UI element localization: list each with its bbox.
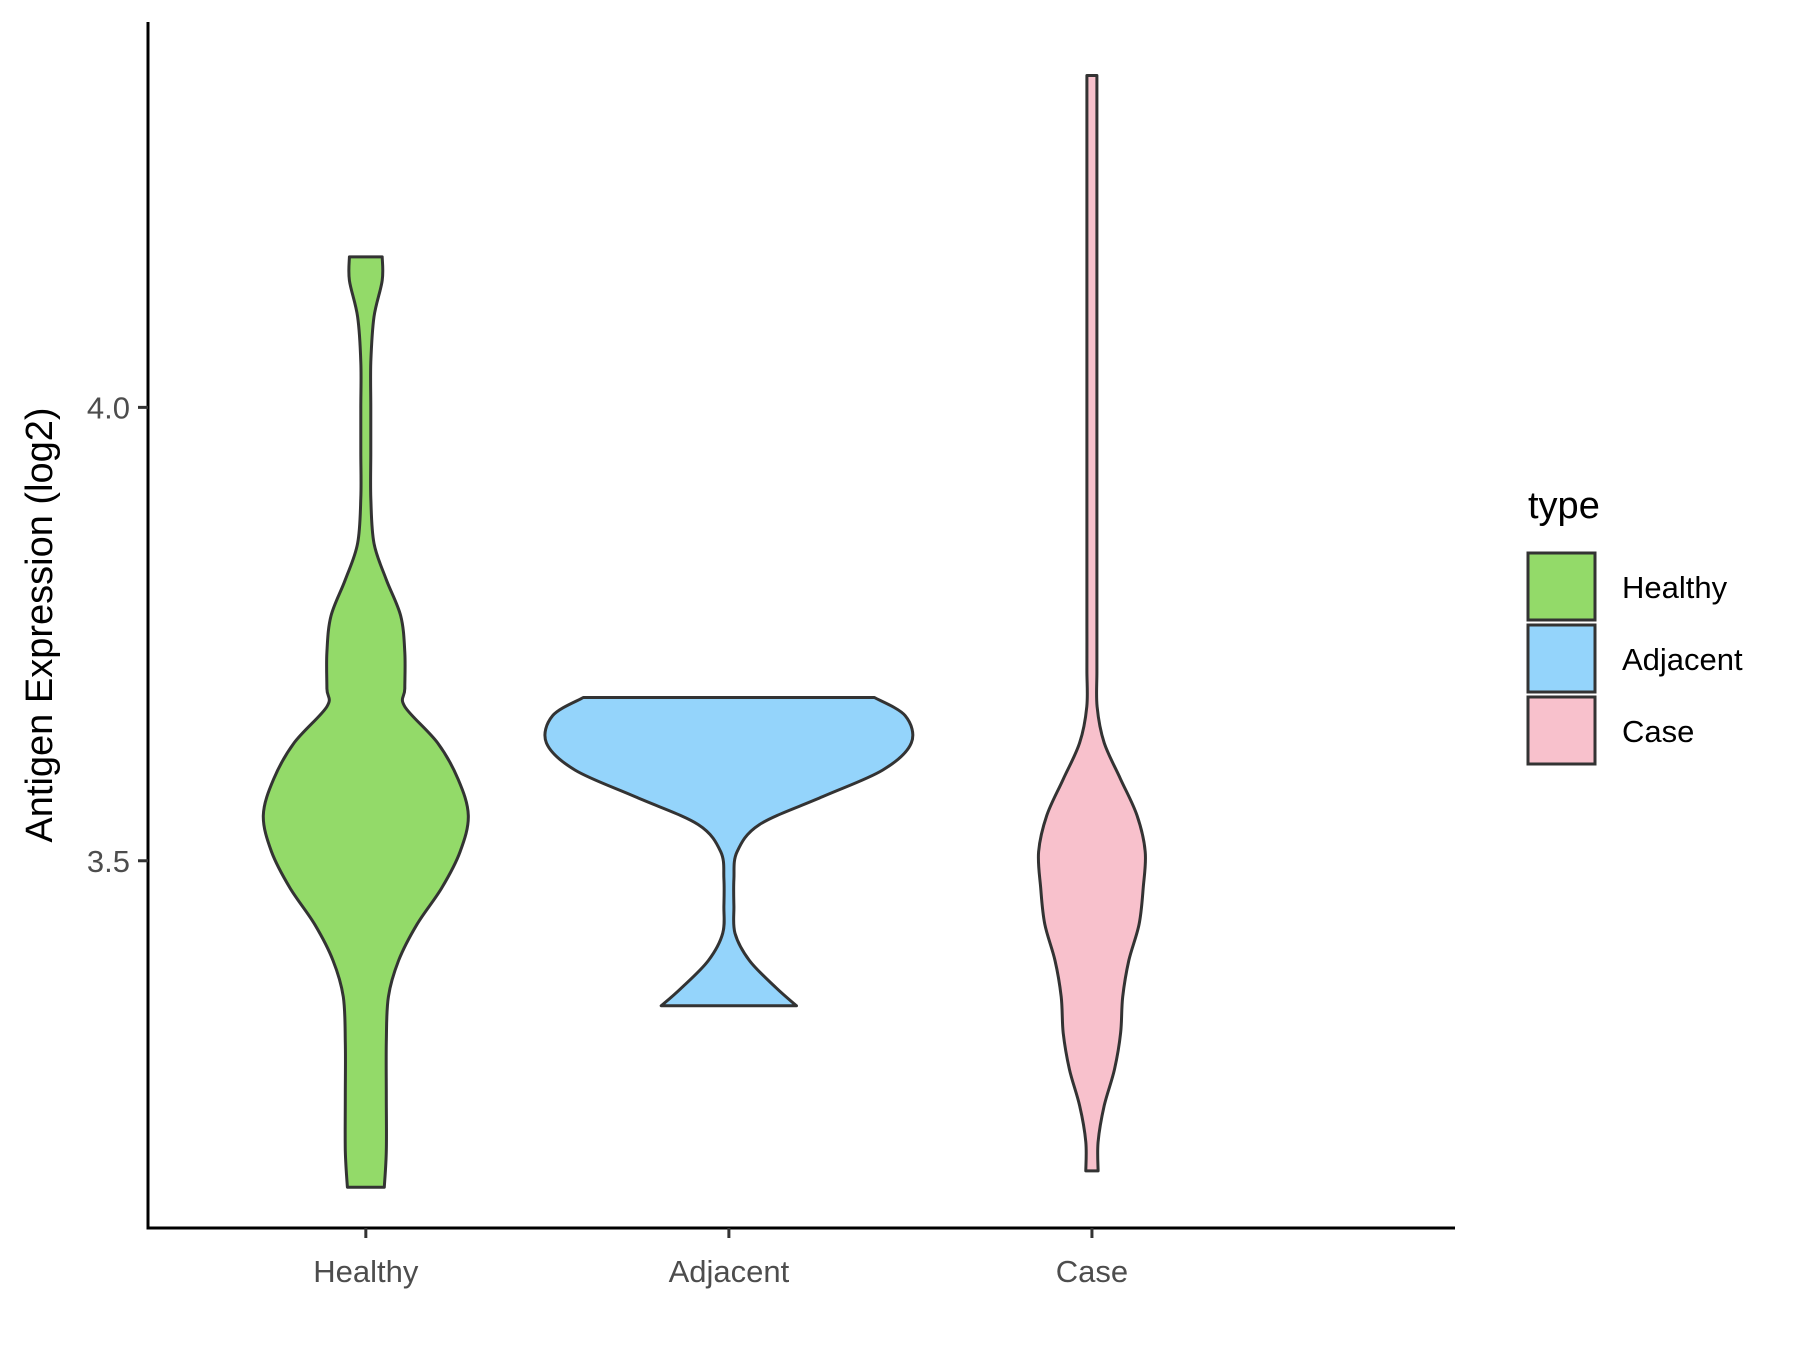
x-tick-label: Case — [1056, 1254, 1128, 1289]
x-tick-label: Healthy — [313, 1254, 419, 1289]
legend: type Healthy Adjacent Case — [1526, 485, 1743, 766]
legend-items: Healthy Adjacent Case — [1526, 551, 1743, 766]
violin-layer — [261, 74, 1147, 1189]
legend-label: Adjacent — [1622, 642, 1743, 677]
legend-label: Healthy — [1622, 570, 1728, 605]
legend-title: type — [1528, 485, 1600, 527]
axes: 3.5 4.0 Healthy Adjacent Case — [87, 22, 1455, 1289]
y-ticks: 3.5 4.0 — [87, 390, 148, 879]
y-axis-title: Antigen Expression (log2) — [19, 407, 61, 842]
legend-swatch — [1526, 623, 1597, 694]
violin-adjacent — [543, 696, 915, 1008]
y-tick-label: 4.0 — [87, 390, 130, 425]
legend-item: Healthy — [1526, 551, 1728, 622]
y-tick-label: 3.5 — [87, 844, 130, 879]
legend-label: Case — [1622, 714, 1694, 749]
violin-healthy — [261, 255, 470, 1189]
legend-swatch — [1526, 695, 1597, 766]
legend-swatch — [1526, 551, 1597, 622]
x-tick-label: Adjacent — [669, 1254, 790, 1289]
legend-item: Adjacent — [1526, 623, 1743, 694]
violin-case — [1036, 74, 1147, 1173]
x-ticks: Healthy Adjacent Case — [313, 1228, 1128, 1289]
legend-item: Case — [1526, 695, 1694, 766]
